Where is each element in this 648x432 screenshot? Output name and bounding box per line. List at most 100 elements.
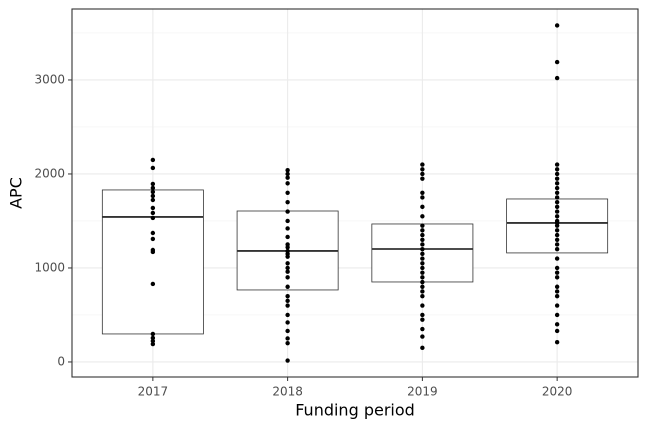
data-point <box>420 190 425 195</box>
data-point <box>554 75 560 81</box>
data-point <box>285 312 290 318</box>
data-point <box>554 256 560 261</box>
data-point <box>554 167 560 172</box>
data-point <box>150 181 156 187</box>
data-point <box>554 171 560 177</box>
data-point <box>285 293 290 299</box>
data-point <box>554 328 560 334</box>
data-point <box>150 338 156 344</box>
y-axis-title: APC <box>7 177 26 209</box>
data-point <box>150 193 156 199</box>
data-point <box>150 157 156 163</box>
data-point <box>554 162 560 167</box>
data-point <box>420 162 425 167</box>
data-point <box>420 195 425 200</box>
data-point <box>150 165 156 171</box>
data-point <box>554 23 560 28</box>
data-point <box>554 214 560 219</box>
data-point <box>420 214 425 219</box>
data-point <box>285 190 290 195</box>
y-tick-label: 1000 <box>34 260 65 274</box>
data-point <box>420 228 425 233</box>
data-point <box>554 289 560 294</box>
data-point <box>150 230 156 236</box>
data-point <box>420 284 425 289</box>
data-point <box>554 232 560 238</box>
data-point <box>554 209 560 214</box>
data-point <box>420 289 425 294</box>
data-point <box>285 269 290 274</box>
data-point <box>420 279 425 285</box>
data-point <box>554 190 560 195</box>
data-point <box>554 322 560 327</box>
data-point <box>420 326 425 332</box>
data-point <box>420 312 425 318</box>
data-point <box>420 232 425 238</box>
data-point <box>420 242 425 247</box>
data-point <box>150 205 156 211</box>
x-axis-title: Funding period <box>295 401 415 420</box>
data-point <box>554 312 560 318</box>
panel-border <box>71 8 639 378</box>
y-tick-label: 2000 <box>34 166 65 180</box>
data-point <box>554 223 560 228</box>
y-tick-label: 3000 <box>34 72 65 86</box>
data-point <box>554 293 560 299</box>
data-point <box>285 171 290 177</box>
data-point <box>554 59 560 65</box>
data-point <box>285 209 290 214</box>
data-point <box>420 171 425 177</box>
data-point <box>420 246 425 252</box>
data-point <box>285 245 290 250</box>
data-point <box>554 265 560 271</box>
data-point <box>285 226 290 231</box>
data-point <box>420 303 425 308</box>
data-point <box>554 303 560 308</box>
data-point <box>285 336 290 341</box>
data-point <box>285 298 290 304</box>
data-point <box>150 236 156 242</box>
data-point <box>150 197 156 203</box>
data-point <box>285 303 290 308</box>
data-point <box>150 185 156 191</box>
data-point <box>554 195 560 200</box>
data-point <box>554 246 560 252</box>
data-point <box>285 275 290 280</box>
data-point <box>554 176 560 181</box>
data-point <box>285 175 290 180</box>
data-point <box>420 204 425 210</box>
data-point <box>420 251 425 257</box>
data-point <box>554 284 560 289</box>
data-point <box>150 210 156 216</box>
data-point <box>285 168 290 173</box>
data-point <box>285 358 290 363</box>
data-point <box>420 237 425 242</box>
data-point <box>554 228 560 233</box>
y-tick-label: 0 <box>57 354 65 368</box>
data-point <box>285 320 290 325</box>
data-point <box>420 223 425 228</box>
data-point <box>420 345 425 351</box>
data-point <box>554 204 560 210</box>
data-point <box>420 256 425 261</box>
data-point <box>285 254 290 259</box>
data-point <box>150 281 156 287</box>
data-point <box>285 328 290 334</box>
data-point <box>420 270 425 275</box>
data-point <box>554 340 560 345</box>
data-point <box>420 334 425 339</box>
data-point <box>554 270 560 275</box>
data-point <box>285 261 290 266</box>
data-point <box>554 275 560 280</box>
data-point <box>285 181 290 186</box>
data-point <box>285 284 290 289</box>
data-point <box>285 218 290 224</box>
data-point <box>150 189 156 195</box>
data-point <box>420 167 425 172</box>
x-tick-label: 2020 <box>542 385 573 399</box>
data-point <box>420 317 425 322</box>
data-point <box>285 234 290 240</box>
data-point <box>150 341 156 347</box>
